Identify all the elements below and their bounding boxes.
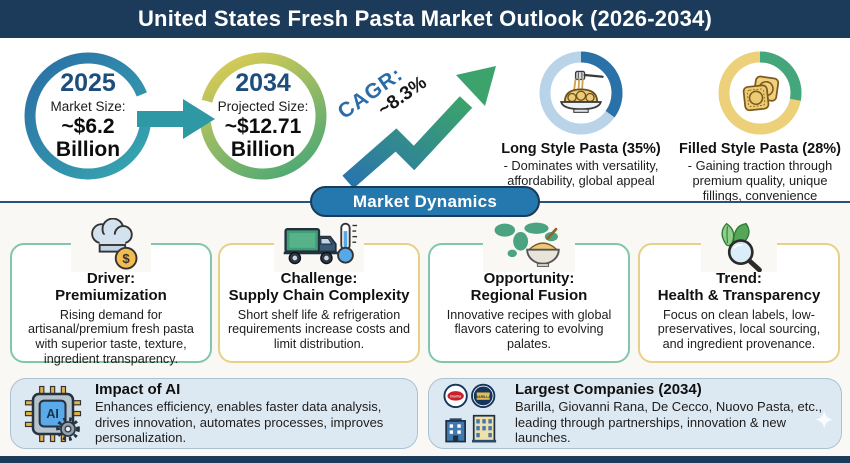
market-size-2025-circle: 2025 Market Size: ~$6.2 Billion	[22, 50, 154, 182]
impact-of-ai-box: AI Impact of AI Enhances efficiency, ena…	[10, 378, 418, 449]
card-title-bottom: Premiumization	[55, 286, 167, 304]
market-size-value: ~$6.2 Billion	[55, 115, 121, 161]
segment-description: - Dominates with versatility, affordabil…	[503, 158, 659, 189]
card-trend: Trend: Health & Transparency Focus on cl…	[638, 218, 840, 363]
card-body: Short shelf life & refrigeration require…	[227, 307, 410, 352]
segment-filled-style-pasta: Filled Style Pasta (28%) - Gaining tract…	[674, 50, 846, 203]
cagr-block: CAGR: ~8.3%	[334, 42, 510, 196]
gradient-ring-2034-icon	[199, 52, 327, 180]
segment-description: - Gaining traction through premium quali…	[687, 158, 833, 204]
ai-chip-icon: AI	[24, 385, 82, 442]
growth-arrow-icon	[137, 99, 215, 139]
card-challenge: Challenge: Supply Chain Complexity Short…	[218, 218, 420, 363]
market-dynamics-title: Market Dynamics	[352, 191, 498, 211]
header-bar: United States Fresh Pasta Market Outlook…	[0, 0, 850, 38]
segment-title: Filled Style Pasta (28%)	[679, 141, 841, 157]
card-title-top: Challenge:	[280, 270, 358, 287]
projected-size-label: Projected Size:	[217, 99, 309, 115]
companies-box-title: Largest Companies (2034)	[515, 381, 702, 399]
page-title: United States Fresh Pasta Market Outlook…	[137, 6, 713, 31]
year-2025: 2025	[60, 69, 116, 98]
market-dynamics-banner: Market Dynamics	[310, 186, 540, 217]
segment-long-style-pasta: Long Style Pasta (35%) - Dominates with …	[492, 50, 670, 188]
card-title-top: Trend:	[716, 270, 762, 287]
market-size-label: Market Size:	[50, 99, 126, 115]
leaf-magnifier-icon	[721, 222, 762, 273]
card-title-bottom: Health & Transparency	[657, 286, 821, 304]
year-2034: 2034	[235, 69, 291, 98]
footer-bar	[0, 456, 850, 463]
chef-hat-coin-icon: $	[91, 217, 138, 270]
projected-size-value: ~$12.71 Billion	[224, 115, 302, 161]
ai-box-body: Enhances efficiency, enables faster data…	[95, 399, 384, 446]
ravioli-icon	[742, 75, 780, 112]
card-body: Rising demand for artisanal/premium fres…	[28, 307, 194, 367]
card-title-bottom: Supply Chain Complexity	[228, 286, 410, 304]
sparkle-decoration: ✦	[813, 405, 835, 435]
spaghetti-icon	[560, 70, 604, 113]
segment-title: Long Style Pasta (35%)	[501, 141, 661, 157]
world-map-bowl-icon	[494, 222, 560, 267]
svg-text:BARILLA: BARILLA	[476, 395, 492, 399]
card-body: Innovative recipes with global flavors c…	[446, 307, 612, 352]
ai-box-title: Impact of AI	[95, 381, 181, 399]
svg-text:Barilla: Barilla	[450, 393, 462, 398]
card-driver: $ Driver: Premiumization Rising demand f…	[10, 217, 212, 366]
card-title-top: Driver:	[86, 270, 136, 287]
card-body: Focus on clean labels, low-preservatives…	[657, 307, 821, 352]
refrigerated-truck-icon	[283, 222, 358, 265]
svg-text:$: $	[122, 251, 130, 266]
cagr-arrow-icon	[342, 66, 496, 189]
largest-companies-box: Barilla BARILLA Largest Companies (2034)	[428, 378, 842, 449]
company-logos-icon: Barilla BARILLA	[443, 383, 497, 442]
companies-box-body: Barilla, Giovanni Rana, De Cecco, Nuovo …	[515, 399, 823, 446]
card-title-bottom: Regional Fusion	[470, 286, 588, 304]
card-opportunity: Opportunity: Regional Fusion Innovative …	[428, 218, 630, 363]
card-title-top: Opportunity:	[483, 270, 575, 287]
svg-text:AI: AI	[46, 407, 58, 421]
projected-size-2034-circle: 2034 Projected Size: ~$12.71 Billion	[197, 50, 329, 182]
